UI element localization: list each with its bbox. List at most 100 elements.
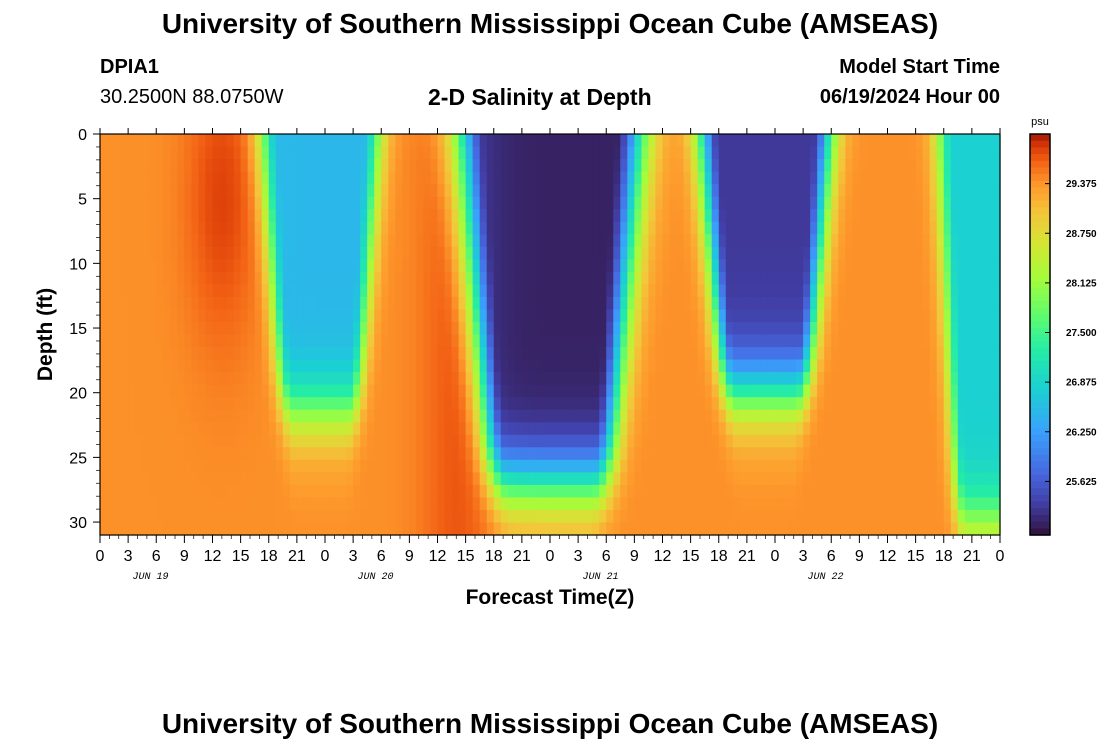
- heatmap-cell: [978, 134, 987, 148]
- heatmap-cell: [184, 159, 193, 173]
- heatmap-cell: [528, 246, 537, 260]
- heatmap-cell: [887, 321, 896, 336]
- heatmap-cell: [500, 334, 509, 348]
- heatmap-cell: [831, 209, 839, 223]
- heatmap-cell: [114, 159, 122, 173]
- heatmap-cell: [114, 397, 122, 411]
- heatmap-cell: [627, 447, 635, 461]
- heatmap-cell: [782, 246, 790, 260]
- heatmap-cell: [346, 497, 354, 511]
- heatmap-cell: [929, 234, 938, 248]
- heatmap-cell: [128, 234, 136, 248]
- heatmap-cell: [711, 134, 720, 148]
- heatmap-cell: [275, 184, 284, 198]
- heatmap-cell: [233, 422, 242, 436]
- heatmap-cell: [402, 472, 410, 486]
- heatmap-cell: [100, 221, 108, 235]
- heatmap-cell: [957, 246, 966, 260]
- heatmap-cell: [789, 146, 797, 160]
- heatmap-cell: [992, 221, 1001, 235]
- heatmap-cell: [388, 522, 396, 536]
- heatmap-cell: [163, 209, 171, 223]
- heatmap-cell: [838, 422, 846, 436]
- heatmap-cell: [810, 422, 818, 436]
- heatmap-cell: [205, 472, 214, 486]
- heatmap-cell: [325, 522, 333, 536]
- heatmap-cell: [535, 209, 544, 223]
- heatmap-cell: [332, 409, 340, 423]
- heatmap-cell: [789, 196, 797, 210]
- heatmap-cell: [170, 509, 178, 524]
- heatmap-cell: [268, 196, 277, 210]
- heatmap-cell: [627, 284, 635, 298]
- heatmap-cell: [339, 171, 347, 185]
- heatmap-cell: [943, 372, 952, 386]
- heatmap-cell: [578, 284, 586, 298]
- heatmap-cell: [732, 372, 741, 386]
- colorbar-segment: [1030, 194, 1050, 202]
- heatmap-cell: [767, 196, 776, 210]
- heatmap-cell: [641, 259, 650, 273]
- heatmap-cell: [289, 447, 298, 461]
- heatmap-cell: [571, 397, 579, 411]
- heatmap-cell: [205, 246, 214, 260]
- heatmap-cell: [451, 359, 460, 373]
- heatmap-cell: [578, 359, 586, 373]
- heatmap-cell: [381, 359, 389, 373]
- heatmap-cell: [852, 447, 860, 461]
- heatmap-cell: [423, 372, 432, 386]
- heatmap-cell: [325, 334, 333, 348]
- heatmap-cell: [240, 271, 249, 285]
- heatmap-cell: [528, 409, 537, 423]
- heatmap-cell: [782, 359, 790, 373]
- heatmap-cell: [128, 347, 136, 361]
- heatmap-cell: [493, 372, 502, 386]
- heatmap-cell: [943, 434, 952, 448]
- heatmap-cell: [578, 434, 586, 448]
- heatmap-cell: [198, 159, 207, 173]
- heatmap-cell: [655, 171, 664, 185]
- heatmap-cell: [557, 221, 565, 235]
- heatmap-cell: [943, 221, 952, 235]
- colorbar-segment: [1030, 381, 1050, 389]
- heatmap-cell: [339, 372, 347, 386]
- heatmap-cell: [978, 397, 987, 411]
- heatmap-cell: [683, 484, 692, 499]
- heatmap-cell: [240, 196, 249, 210]
- heatmap-cell: [528, 134, 537, 148]
- heatmap-cell: [578, 472, 586, 486]
- heatmap-cell: [289, 246, 298, 260]
- heatmap-cell: [177, 321, 185, 336]
- heatmap-cell: [458, 422, 467, 436]
- heatmap-cell: [233, 359, 242, 373]
- heatmap-cell: [767, 384, 776, 398]
- colorbar-tick-label: 26.250: [1066, 427, 1097, 438]
- heatmap-cell: [149, 409, 157, 423]
- heatmap-cell: [852, 484, 860, 499]
- heatmap-cell: [915, 384, 924, 398]
- heatmap-cell: [254, 372, 263, 386]
- heatmap-cell: [789, 509, 797, 524]
- heatmap-cell: [725, 509, 734, 524]
- heatmap-cell: [247, 171, 256, 185]
- heatmap-cell: [486, 359, 495, 373]
- heatmap-cell: [163, 159, 171, 173]
- heatmap-cell: [135, 309, 143, 323]
- heatmap-cell: [247, 234, 256, 248]
- heatmap-cell: [873, 472, 882, 486]
- heatmap-cell: [782, 221, 790, 235]
- heatmap-cell: [655, 209, 664, 223]
- heatmap-cell: [198, 497, 207, 511]
- heatmap-cell: [971, 196, 980, 210]
- heatmap-cell: [992, 309, 1001, 323]
- heatmap-cell: [880, 384, 889, 398]
- heatmap-cell: [409, 397, 418, 411]
- heatmap-cell: [233, 284, 242, 298]
- heatmap-cell: [381, 472, 389, 486]
- heatmap-cell: [985, 472, 994, 486]
- heatmap-cell: [388, 409, 396, 423]
- heatmap-cell: [430, 497, 439, 511]
- heatmap-cell: [571, 522, 579, 536]
- heatmap-cell: [859, 159, 868, 173]
- heatmap-cell: [704, 459, 713, 473]
